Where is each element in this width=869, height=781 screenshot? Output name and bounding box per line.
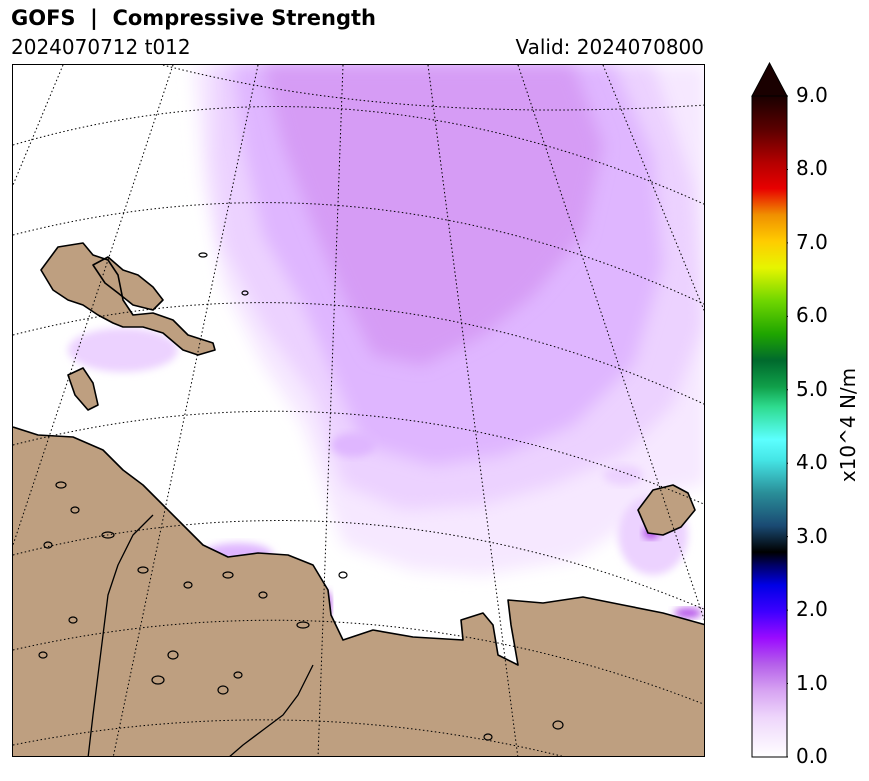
lake: [137, 566, 149, 574]
longitude-line: [13, 65, 64, 186]
colorbar-tick-label: 8.0: [796, 156, 828, 181]
lake: [167, 650, 179, 660]
lake: [55, 481, 67, 489]
colorbar-tick-label: 5.0: [796, 376, 828, 401]
coastline-island-west-north: [92, 256, 164, 311]
latitude-line: [13, 302, 704, 405]
lake: [151, 675, 165, 685]
colorbar-tick-label: 2.0: [796, 597, 828, 622]
longitude-line: [13, 65, 174, 546]
map-panel: [12, 64, 705, 757]
colorbar-tick-label: 7.0: [796, 229, 828, 254]
ice-field-patch-east2: [603, 465, 643, 485]
river-inland-2: [229, 664, 314, 756]
coastline-island-west-small: [67, 367, 99, 411]
lake: [101, 531, 115, 539]
ice-field-dense: [263, 65, 603, 365]
ice-field-patch-south: [331, 433, 375, 457]
colorbar-label: x10^4 N/m: [836, 367, 860, 483]
colorbar-tick-label: 9.0: [796, 83, 828, 107]
valid-time-label: Valid: 2024070800: [515, 35, 704, 59]
lake: [483, 733, 493, 741]
longitude-line: [517, 65, 704, 621]
lake: [183, 581, 193, 589]
island-east: [638, 485, 695, 535]
island-west-north: [93, 257, 163, 310]
latitude-line: [13, 410, 704, 505]
lake: [258, 591, 268, 599]
lakes: [38, 252, 564, 741]
ice-field-patch-ne: [674, 608, 702, 618]
latitude-line: [162, 65, 704, 111]
latitude-line: [13, 619, 704, 705]
island-west-large: [41, 243, 215, 355]
island-west-small: [68, 368, 98, 410]
latitude-line: [13, 719, 564, 756]
lake: [198, 252, 208, 258]
lake: [38, 651, 48, 659]
lake: [70, 506, 80, 514]
latitude-line: [13, 202, 704, 305]
run-time-label: 2024070712 t012: [11, 35, 191, 59]
colorbar-ticks: [787, 95, 788, 758]
mainland-south: [13, 427, 704, 756]
lake: [43, 541, 53, 549]
coastline-mainland: [13, 426, 704, 666]
river-inland: [87, 514, 154, 756]
coastline-island-east: [637, 484, 696, 536]
lake: [552, 720, 564, 730]
lake: [296, 621, 310, 629]
colorbar-tick-label: 3.0: [796, 523, 828, 548]
colorbar: [751, 62, 788, 758]
colorbar-tick-label: 0.0: [796, 744, 828, 768]
ice-field: [68, 65, 704, 619]
longitude-line: [427, 65, 519, 756]
colorbar-extend-arrow: [751, 62, 788, 97]
lake: [338, 571, 348, 579]
ice-field-patch-west: [68, 328, 178, 372]
colorbar-gradient: [751, 95, 788, 758]
colorbar-tick-label: 1.0: [796, 670, 828, 695]
lake: [222, 571, 234, 579]
lake: [217, 685, 229, 695]
graticule: [13, 65, 704, 756]
map-canvas: [13, 65, 704, 756]
lake: [233, 671, 243, 679]
lake: [241, 290, 249, 296]
latitude-line: [13, 520, 704, 610]
longitude-line: [602, 65, 704, 312]
lake: [68, 616, 78, 624]
coastlines: [13, 242, 704, 756]
land-masses: [13, 243, 704, 756]
plot-title: GOFS | Compressive Strength: [11, 6, 376, 30]
colorbar-tick-label: 6.0: [796, 303, 828, 328]
colorbar-tick-label: 4.0: [796, 450, 828, 475]
